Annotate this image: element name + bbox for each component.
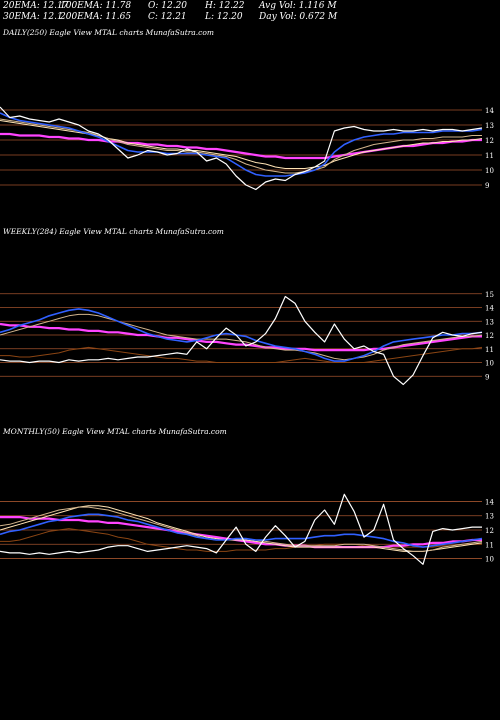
weekly-y-tick-label: 10: [485, 360, 494, 368]
daily-panel-title: DAILY(250) Eagle View MTAL charts Munafa…: [3, 28, 214, 37]
weekly-panel-title: WEEKLY(284) Eagle View MTAL charts Munaf…: [3, 227, 224, 236]
monthly-y-tick-label: 12: [485, 527, 494, 535]
ema100-stat: 100EMA: 11.78: [60, 1, 132, 11]
daily-price-line: [0, 106, 483, 191]
daily-ema-slow-line: [0, 132, 482, 160]
monthly-ema-fast-line: [0, 513, 483, 548]
low-stat: L: 12.20: [205, 12, 243, 22]
monthly-ema-slow-line: [0, 515, 482, 549]
monthly-y-tick-label: 13: [485, 513, 494, 521]
daily-y-tick-label: 9: [485, 182, 489, 190]
daily-ema-mid2-line: [0, 120, 483, 169]
weekly-volume-line-line: [0, 346, 483, 363]
ema20-stat: 20EMA: 12.17: [3, 1, 69, 11]
day-vol-stat: Day Vol: 0.672 M: [259, 12, 338, 22]
high-stat: H: 12.22: [205, 1, 245, 11]
weekly-price-line: [0, 295, 483, 386]
weekly-y-tick-label: 15: [485, 291, 494, 299]
avg-vol-stat: Avg Vol: 1.116 M: [259, 1, 337, 11]
monthly-panel-title: MONTHLY(50) Eagle View MTAL charts Munaf…: [3, 427, 227, 436]
weekly-y-tick-label: 14: [485, 305, 494, 313]
weekly-y-tick-label: 9: [485, 373, 489, 381]
daily-ema-fast-line: [0, 112, 483, 177]
daily-y-tick-label: 11: [485, 152, 494, 160]
daily-y-tick-label: 10: [485, 167, 494, 175]
monthly-price-line: [0, 493, 482, 565]
weekly-ema-slow-line: [0, 322, 482, 352]
weekly-ema-fast-line: [0, 308, 483, 362]
open-stat: O: 12.20: [148, 1, 188, 11]
daily-y-tick-label: 14: [485, 107, 494, 115]
monthly-y-tick-label: 14: [485, 498, 494, 506]
weekly-y-tick-label: 13: [485, 318, 494, 326]
close-stat: C: 12.21: [148, 12, 187, 22]
ema30-stat: 30EMA: 12.1: [3, 12, 63, 22]
weekly-y-tick-label: 11: [485, 346, 494, 354]
monthly-y-tick-label: 11: [485, 541, 494, 549]
daily-y-tick-label: 12: [485, 137, 494, 145]
weekly-y-tick-label: 12: [485, 332, 494, 340]
monthly-y-tick-label: 10: [485, 556, 494, 564]
ema200-stat: 200EMA: 11.65: [60, 12, 132, 22]
daily-y-tick-label: 13: [485, 122, 494, 130]
